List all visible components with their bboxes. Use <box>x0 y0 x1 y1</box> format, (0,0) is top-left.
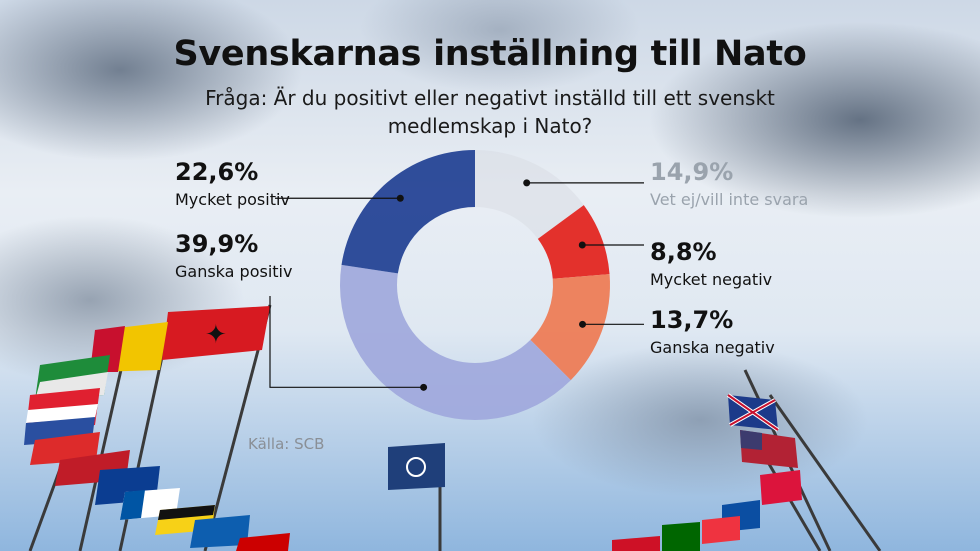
pie-slice-3 <box>530 274 610 381</box>
chart-subtitle: Fråga: Är du positivt eller negativt ins… <box>205 86 775 138</box>
pie-slice-5 <box>341 150 475 274</box>
slice-category-label-5: Mycket positiv <box>175 190 290 209</box>
slice-category-label-2: Mycket negativ <box>650 270 772 289</box>
slice-value-label-5: 22,6% <box>175 158 258 186</box>
slice-category-label-1: Vet ej/vill inte svara <box>650 190 808 209</box>
svg-text:✦: ✦ <box>205 320 227 350</box>
chart-title: Svenskarnas inställning till Nato <box>173 34 807 74</box>
slice-value-label-3: 13,7% <box>650 306 733 334</box>
pie-slice-2 <box>537 205 610 279</box>
slice-category-label-3: Ganska negativ <box>650 338 775 357</box>
leader-line-4 <box>269 296 424 388</box>
slice-value-label-1: 14,9% <box>650 158 733 186</box>
slice-value-label-2: 8,8% <box>650 238 717 266</box>
pie-slice-1 <box>475 150 584 239</box>
slice-category-label-4: Ganska positiv <box>175 262 292 281</box>
source-note: Källa: SCB <box>248 435 325 453</box>
pie-slice-4 <box>340 264 571 420</box>
slice-value-label-4: 39,9% <box>175 230 258 258</box>
